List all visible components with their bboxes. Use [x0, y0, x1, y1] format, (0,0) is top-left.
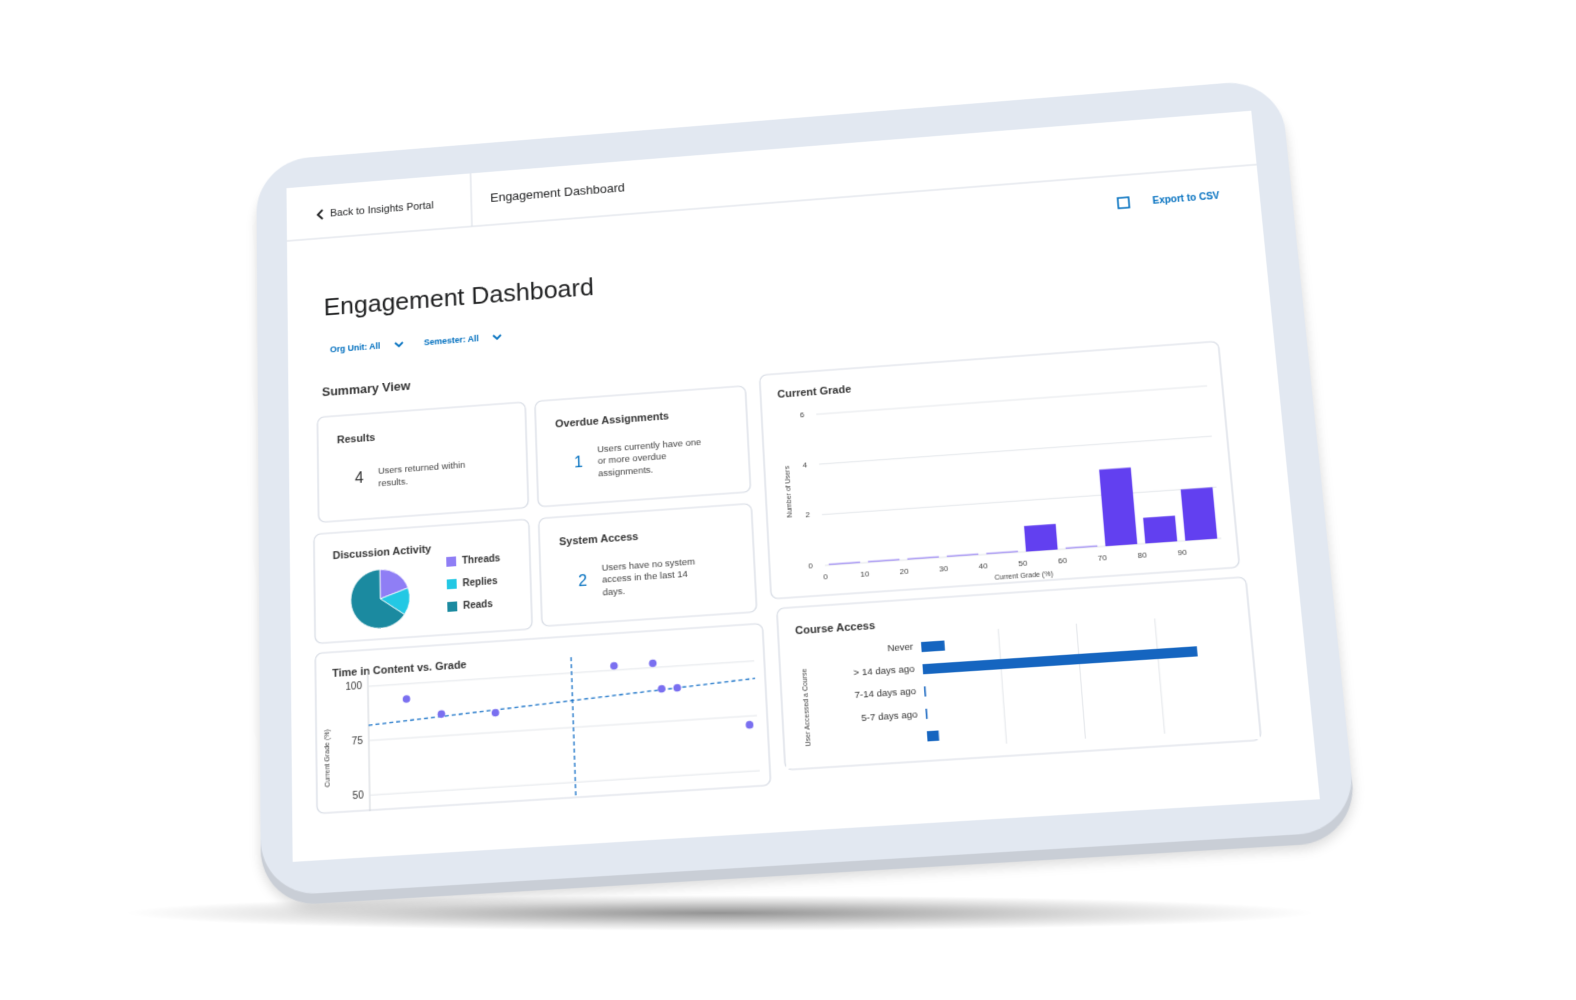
x-tick-label: 60 [1058, 556, 1068, 566]
y-tick-label: 0 [808, 561, 813, 571]
x-tick-label: 10 [860, 569, 870, 579]
card-value: 1 [574, 454, 583, 472]
x-tick-label: 80 [1137, 550, 1147, 560]
card [760, 341, 1240, 599]
back-link[interactable]: Back to Insights Portal [330, 200, 434, 220]
x-tick-label: 20 [899, 567, 909, 577]
bar [927, 730, 939, 741]
legend-label: Reads [463, 598, 493, 611]
card-value: 2 [578, 573, 587, 591]
tablet: Back to Insights Portal Engagement Dashb… [256, 79, 1357, 897]
bar [921, 641, 945, 653]
y-tick-label: 50 [353, 790, 364, 802]
semester-filter[interactable]: Semester: All [424, 334, 479, 348]
legend-swatch [446, 556, 456, 566]
shadow [120, 895, 1320, 931]
page: Back to Insights Portal Engagement Dashb… [0, 0, 1576, 1000]
y-tick-label: 100 [345, 681, 362, 693]
x-tick-label: 50 [1018, 558, 1028, 568]
x-tick-label: 70 [1097, 553, 1107, 563]
card-text: days. [602, 586, 625, 598]
export-link[interactable]: Export to CSV [1152, 190, 1221, 206]
y-axis-label: Current Grade (%) [324, 729, 332, 787]
histogram-bar [1024, 524, 1058, 552]
page-title: Engagement Dashboard [324, 273, 595, 321]
legend-label: Replies [462, 575, 497, 589]
histogram-bar [1181, 487, 1218, 540]
card [314, 519, 532, 643]
y-tick-label: 75 [352, 735, 363, 747]
section-title: Summary View [322, 379, 411, 399]
back-chevron[interactable] [318, 210, 323, 219]
histogram-bar [1143, 516, 1177, 544]
x-tick-label: 90 [1177, 548, 1187, 558]
histogram-bar [1099, 467, 1137, 546]
screen: Back to Insights Portal Engagement Dashb… [286, 111, 1319, 862]
y-tick-label: 2 [805, 510, 810, 519]
y-tick-label: 6 [800, 410, 805, 419]
header-title: Engagement Dashboard [490, 181, 625, 205]
top-bar-divider [471, 173, 472, 226]
legend-swatch [447, 601, 457, 612]
card-text: results. [378, 476, 408, 488]
filter-chevron[interactable] [493, 335, 501, 339]
card-value: 4 [355, 470, 364, 488]
legend-swatch [447, 579, 457, 589]
org-unit-filter[interactable]: Org Unit: All [330, 341, 380, 355]
export-icon[interactable] [1118, 197, 1130, 208]
filter-chevron[interactable] [395, 342, 403, 346]
x-tick-label: 40 [978, 561, 988, 571]
card [315, 623, 770, 813]
x-tick-label: 30 [939, 564, 949, 574]
y-tick-label: Never [887, 642, 913, 654]
x-tick-label: 0 [823, 572, 828, 582]
